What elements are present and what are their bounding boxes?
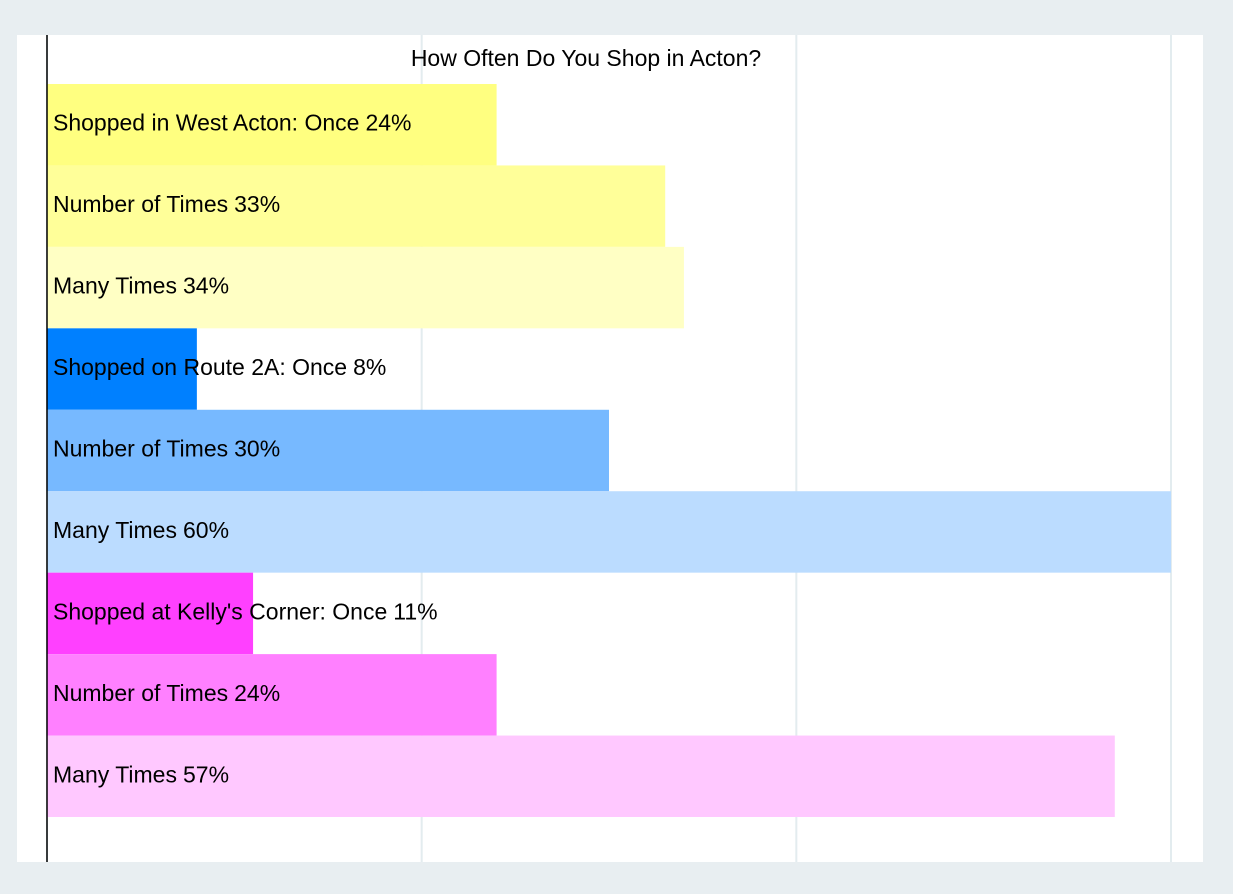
category-label: Shopped in West Acton: Once (53, 110, 359, 136)
chart-title: How Often Do You Shop in Acton? (411, 45, 761, 71)
bar-label: Number of Times 30% (53, 436, 280, 462)
bar-label: Number of Times 24% (53, 680, 280, 706)
bar (47, 84, 497, 166)
value-label: 8% (353, 354, 386, 380)
bar (47, 409, 609, 492)
category-label: Many Times (53, 761, 177, 787)
category-label: Many Times (53, 273, 177, 299)
bar-label: Shopped on Route 2A: Once 8% (53, 354, 386, 380)
value-label: 60% (183, 517, 229, 543)
value-label: 11% (393, 598, 437, 624)
bar (47, 246, 684, 329)
bar-label: Shopped in West Acton: Once 24% (53, 110, 411, 136)
bar (47, 735, 1115, 817)
value-label: 30% (234, 436, 280, 462)
bar (47, 165, 666, 247)
category-label: Number of Times (53, 680, 228, 706)
value-label: 24% (365, 110, 411, 136)
bar (47, 654, 497, 736)
value-label: 24% (234, 680, 280, 706)
bar (47, 572, 254, 655)
bar (47, 491, 1171, 573)
category-label: Many Times (53, 517, 177, 543)
value-label: 33% (234, 191, 280, 217)
value-label: 57% (183, 761, 229, 787)
bar (47, 328, 197, 410)
category-label: Number of Times (53, 436, 228, 462)
category-label: Number of Times (53, 191, 228, 217)
bar-label: Shopped at Kelly's Corner: Once 11% (53, 598, 438, 624)
bar-label: Many Times 34% (53, 273, 229, 299)
bar-label: Many Times 60% (53, 517, 229, 543)
category-label: Shopped at Kelly's Corner: Once (53, 598, 387, 624)
bar-label: Many Times 57% (53, 761, 229, 787)
bar-label: Number of Times 33% (53, 191, 280, 217)
value-label: 34% (183, 273, 229, 299)
category-label: Shopped on Route 2A: Once (53, 354, 347, 380)
